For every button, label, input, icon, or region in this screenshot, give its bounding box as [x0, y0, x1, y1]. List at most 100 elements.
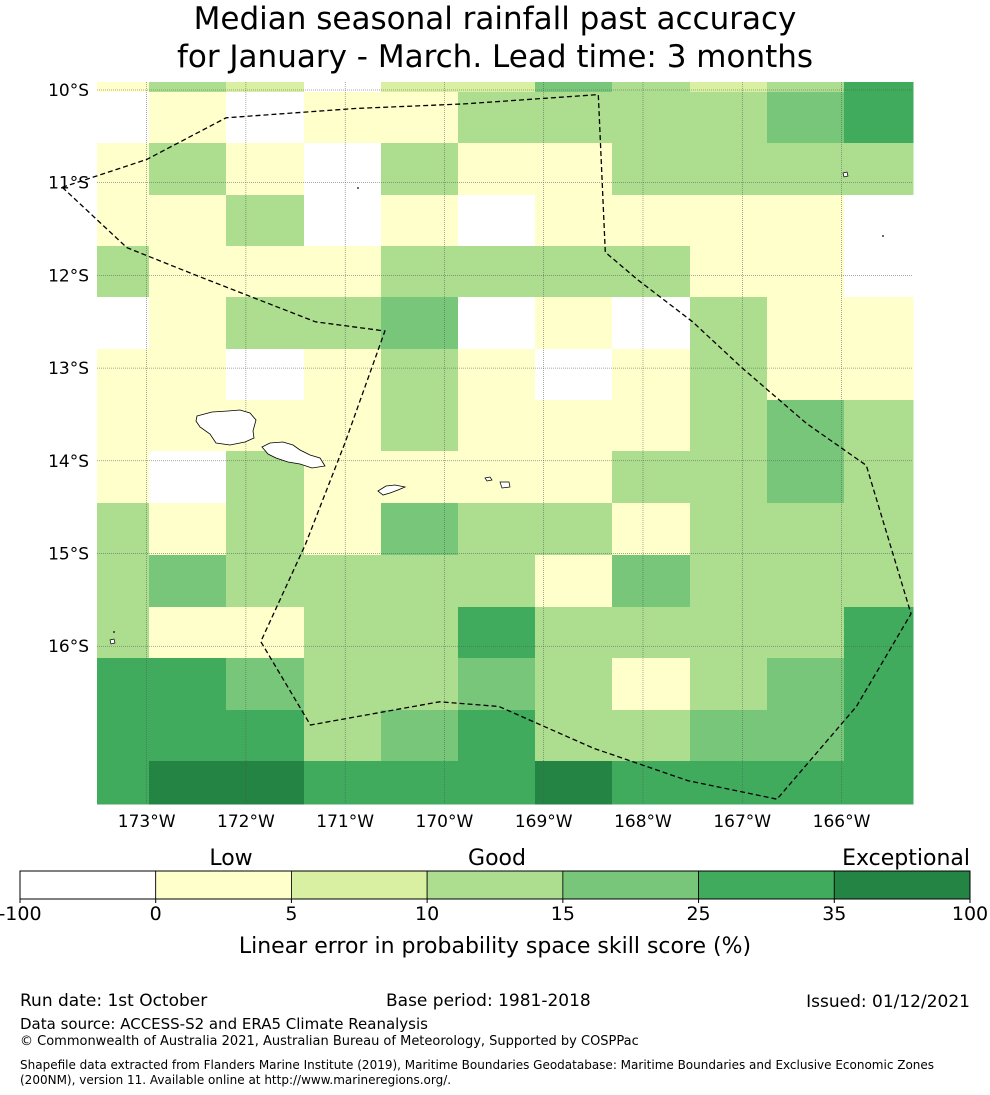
- latitude-label: 11°S: [48, 174, 89, 194]
- skill-cell: [97, 400, 150, 452]
- skill-cell: [226, 246, 305, 298]
- skill-cell: [535, 143, 613, 196]
- skill-cell: [612, 710, 691, 762]
- run-date-label: Run date: 1st October: [20, 991, 208, 1011]
- colorbar-class-label: Exceptional: [842, 846, 970, 871]
- skill-cell: [381, 607, 459, 659]
- skill-cell: [458, 246, 536, 298]
- skill-cell: [612, 555, 691, 608]
- skill-cell: [381, 761, 459, 805]
- skill-cell: [690, 143, 768, 196]
- skill-cell: [97, 710, 150, 762]
- skill-cell: [458, 143, 536, 196]
- skill-cell: [535, 607, 613, 659]
- skill-cell: [97, 349, 150, 401]
- latitude-label: 13°S: [48, 359, 89, 379]
- longitude-label: 170°W: [416, 812, 474, 832]
- skill-cell: [304, 555, 382, 608]
- colorbar-class-label: Good: [468, 846, 526, 871]
- skill-cell: [612, 195, 691, 247]
- skill-cell: [304, 143, 382, 196]
- skill-cell: [767, 761, 845, 805]
- skill-cell: [149, 607, 227, 659]
- island-upolu: [261, 441, 326, 469]
- skill-cell: [226, 349, 305, 401]
- skill-cell: [458, 658, 536, 711]
- island-ofu: [484, 476, 493, 482]
- colorbar-axis-label: Linear error in probability space skill …: [239, 934, 751, 959]
- skill-cell: [535, 400, 613, 452]
- longitude-label: 166°W: [813, 812, 871, 832]
- skill-cell: [844, 195, 914, 247]
- skill-cell: [97, 761, 150, 805]
- skill-cell: [535, 297, 613, 350]
- skill-cell: [458, 400, 536, 452]
- skill-cell: [612, 400, 691, 452]
- skill-cell: [381, 82, 459, 93]
- skill-cell: [690, 82, 768, 93]
- island-tau: [499, 481, 511, 489]
- longitude-label: 168°W: [614, 812, 672, 832]
- skill-cell: [767, 710, 845, 762]
- skill-cell: [767, 503, 845, 556]
- skill-cell: [458, 92, 536, 144]
- skill-cell: [304, 82, 382, 93]
- title-line-2: for January - March. Lead time: 3 months: [176, 39, 814, 75]
- island-islet-c: [113, 631, 115, 633]
- skill-cell: [767, 82, 845, 93]
- skill-cell: [97, 195, 150, 247]
- skill-cell: [381, 555, 459, 608]
- colorbar-class-label: Low: [209, 846, 252, 871]
- skill-cell: [149, 451, 227, 504]
- skill-cell: [612, 297, 691, 350]
- skill-cell: [381, 92, 459, 144]
- island-islet-b: [882, 235, 884, 237]
- skill-cell: [304, 349, 382, 401]
- skill-cell: [97, 297, 150, 350]
- skill-cell: [690, 400, 768, 452]
- skill-cell: [304, 607, 382, 659]
- colorbar-segment: [155, 870, 292, 900]
- skill-cell: [304, 761, 382, 805]
- skill-cell: [844, 297, 914, 350]
- skill-cell: [97, 607, 150, 659]
- skill-cell: [226, 503, 305, 556]
- island-savaii: [195, 409, 257, 446]
- skill-cell: [97, 658, 150, 711]
- skill-cell: [767, 451, 845, 504]
- skill-cell: [844, 246, 914, 298]
- colorbar: -100 0 5 10 15 25 35 100 Low Good Exceptional Linea…: [0, 846, 988, 959]
- colorbar-segment: [426, 870, 564, 900]
- latitude-label: 16°S: [48, 637, 89, 657]
- skill-cell: [226, 297, 305, 350]
- colorbar-segment: [291, 870, 428, 900]
- skill-cell: [458, 710, 536, 762]
- skill-cell: [304, 503, 382, 556]
- skill-cell: [304, 658, 382, 711]
- skill-cell: [149, 761, 227, 805]
- skill-cell: [767, 555, 845, 608]
- skill-cell: [690, 658, 768, 711]
- skill-cell: [844, 555, 914, 608]
- skill-cell: [535, 710, 613, 762]
- skill-cell: [381, 451, 459, 504]
- skill-cell: [97, 451, 150, 504]
- copyright-label: © Commonwealth of Australia 2021, Austra…: [20, 1034, 639, 1049]
- skill-cell: [844, 761, 914, 805]
- skill-cell: [690, 555, 768, 608]
- skill-cell: [535, 82, 613, 93]
- skill-cell: [844, 451, 914, 504]
- skill-cell: [381, 349, 459, 401]
- skill-cell: [226, 555, 305, 608]
- skill-cell: [458, 761, 536, 805]
- skill-cell: [458, 503, 536, 556]
- skill-cell: [458, 607, 536, 659]
- skill-cell: [304, 400, 382, 452]
- colorbar-tick-label: 35: [822, 903, 846, 925]
- skill-cell: [535, 195, 613, 247]
- skill-cell: [690, 761, 768, 805]
- skill-cell: [844, 503, 914, 556]
- skill-cell: [149, 92, 227, 144]
- skill-cell: [612, 246, 691, 298]
- skill-cell: [767, 349, 845, 401]
